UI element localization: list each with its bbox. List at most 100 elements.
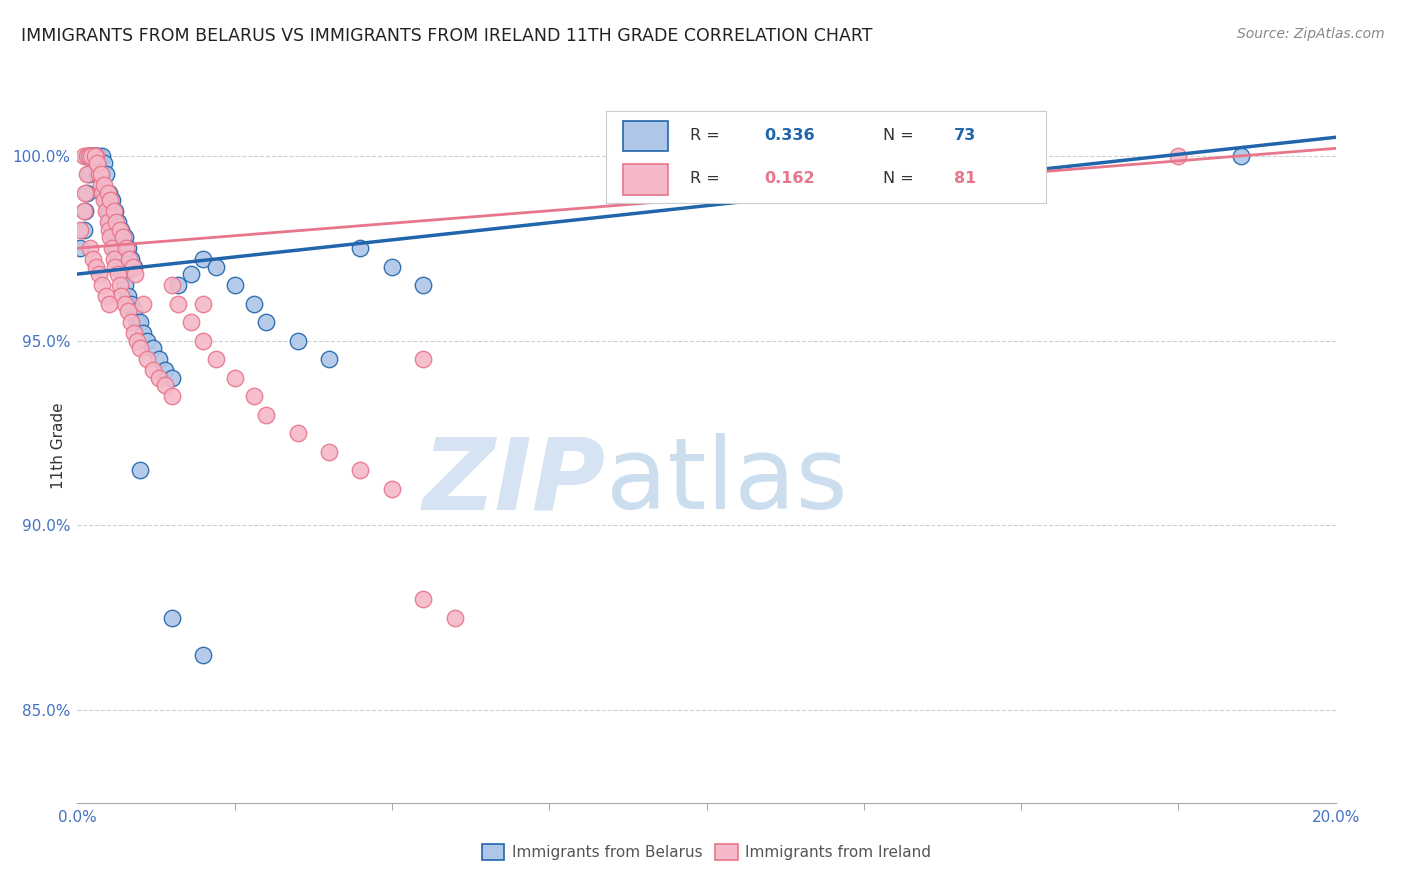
Point: [142, 341, 165, 355]
Point: [77, 167, 100, 181]
Point: [160, 278, 183, 293]
Point: [108, 223, 131, 237]
Point: [155, 378, 177, 392]
Point: [89, 149, 111, 163]
Point: [69, 241, 91, 255]
Point: [89, 167, 111, 181]
Point: [94, 193, 117, 207]
Point: [91, 186, 114, 200]
Point: [96, 215, 118, 229]
Point: [82, 149, 104, 163]
Point: [107, 267, 129, 281]
Point: [98, 193, 121, 207]
Point: [117, 304, 139, 318]
Point: [381, 482, 404, 496]
Y-axis label: 11th Grade: 11th Grade: [51, 402, 66, 490]
Point: [160, 389, 183, 403]
Point: [224, 278, 246, 293]
Point: [79, 149, 101, 163]
Point: [110, 260, 132, 274]
Point: [104, 204, 127, 219]
Point: [224, 370, 246, 384]
Point: [103, 252, 125, 267]
Point: [135, 352, 157, 367]
Point: [117, 289, 139, 303]
Point: [91, 186, 114, 200]
Point: [76, 186, 98, 200]
Point: [111, 230, 134, 244]
Point: [349, 241, 371, 255]
Point: [86, 156, 108, 170]
Point: [73, 204, 96, 219]
Point: [129, 463, 152, 477]
Point: [107, 252, 129, 267]
Point: [180, 315, 202, 329]
Point: [979, 149, 1001, 163]
Text: atlas: atlas: [606, 434, 848, 530]
Point: [69, 223, 91, 237]
Point: [108, 260, 131, 274]
Point: [76, 167, 98, 181]
Point: [111, 267, 134, 281]
Point: [107, 215, 129, 229]
Point: [79, 149, 101, 163]
Point: [77, 149, 100, 163]
Text: Source: ZipAtlas.com: Source: ZipAtlas.com: [1237, 27, 1385, 41]
Point: [287, 425, 309, 440]
Point: [1167, 149, 1189, 163]
Point: [122, 304, 145, 318]
Point: [89, 167, 111, 181]
Point: [84, 149, 107, 163]
Text: ZIP: ZIP: [423, 434, 606, 530]
Point: [132, 326, 155, 341]
Point: [104, 241, 127, 255]
Point: [77, 149, 100, 163]
Point: [254, 408, 277, 422]
Point: [120, 296, 142, 310]
Point: [79, 149, 101, 163]
Point: [167, 296, 190, 310]
Point: [120, 315, 142, 329]
Point: [94, 289, 117, 303]
Point: [82, 149, 104, 163]
Point: [884, 149, 907, 163]
Point: [254, 315, 277, 329]
Point: [91, 149, 114, 163]
Point: [97, 223, 120, 237]
Point: [204, 352, 226, 367]
Point: [94, 167, 117, 181]
Point: [89, 267, 111, 281]
Point: [110, 223, 132, 237]
Point: [84, 149, 107, 163]
Point: [84, 149, 107, 163]
Point: [127, 334, 149, 348]
Point: [98, 215, 121, 229]
Point: [80, 149, 103, 163]
Point: [104, 260, 127, 274]
Point: [72, 223, 94, 237]
Point: [105, 215, 128, 229]
Text: IMMIGRANTS FROM BELARUS VS IMMIGRANTS FROM IRELAND 11TH GRADE CORRELATION CHART: IMMIGRANTS FROM BELARUS VS IMMIGRANTS FR…: [21, 27, 873, 45]
Point: [412, 278, 434, 293]
Point: [93, 178, 115, 193]
Point: [318, 444, 340, 458]
Point: [120, 252, 142, 267]
Point: [1230, 149, 1253, 163]
Point: [101, 241, 124, 255]
Point: [191, 296, 215, 310]
Point: [76, 149, 98, 163]
Point: [93, 156, 115, 170]
Point: [127, 315, 149, 329]
Point: [76, 149, 98, 163]
Point: [96, 204, 118, 219]
Point: [97, 186, 120, 200]
Point: [129, 315, 152, 329]
Point: [349, 463, 371, 477]
Point: [80, 149, 103, 163]
Point: [160, 611, 183, 625]
Point: [86, 156, 108, 170]
Point: [103, 230, 125, 244]
Point: [191, 334, 215, 348]
Point: [129, 341, 152, 355]
Point: [114, 278, 136, 293]
